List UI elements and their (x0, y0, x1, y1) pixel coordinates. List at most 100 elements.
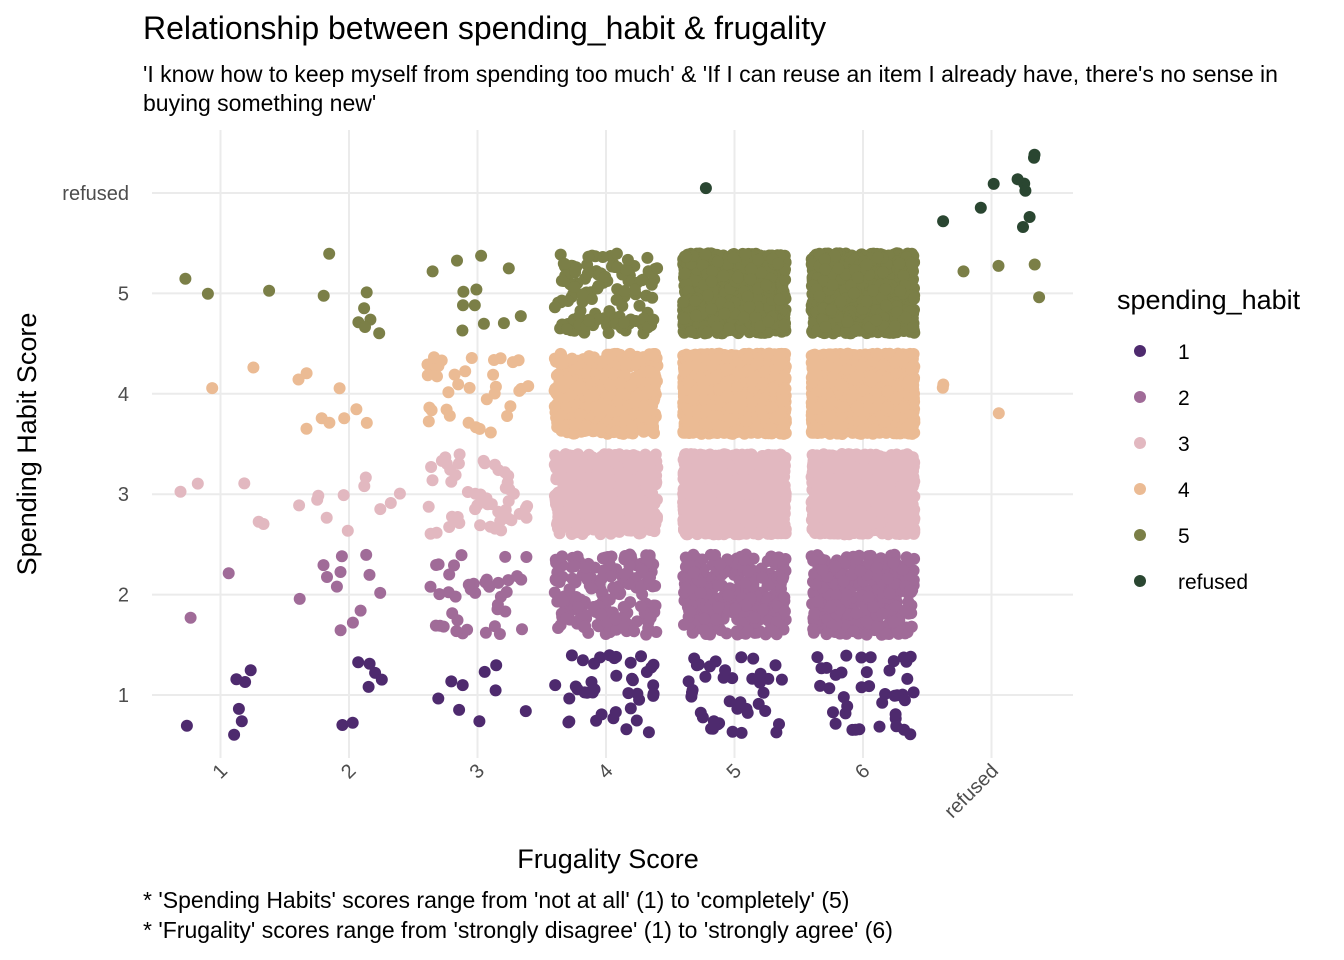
data-point (437, 620, 450, 633)
data-point (498, 466, 511, 479)
data-point (642, 726, 655, 739)
data-point (594, 528, 607, 541)
data-point (746, 672, 759, 685)
data-point (625, 422, 638, 435)
data-point (346, 616, 359, 629)
data-point (428, 351, 440, 364)
data-point (179, 272, 192, 285)
data-point (492, 576, 505, 589)
data-point (596, 355, 609, 368)
data-point (771, 551, 784, 564)
data-point (597, 476, 610, 489)
data-point (439, 451, 452, 464)
data-point (625, 516, 638, 529)
data-point (448, 559, 460, 572)
data-point (720, 449, 733, 462)
data-point (706, 482, 719, 495)
data-point (684, 605, 697, 618)
data-point (463, 381, 476, 394)
data-point (446, 510, 458, 523)
data-point (568, 281, 581, 293)
data-point (452, 457, 465, 470)
data-point (678, 618, 690, 631)
data-point (317, 559, 330, 572)
data-point (770, 726, 783, 739)
data-point (769, 659, 782, 672)
data-point (633, 693, 646, 706)
data-point (630, 450, 643, 463)
data-point (607, 712, 620, 725)
data-point (778, 591, 791, 604)
data-point (465, 352, 478, 364)
data-point (617, 601, 630, 613)
data-point (647, 454, 660, 466)
data-point (374, 503, 387, 516)
data-point (745, 474, 758, 487)
data-point (323, 247, 336, 260)
data-point (494, 515, 507, 527)
data-point (492, 505, 505, 518)
data-point (776, 573, 789, 586)
data-point (622, 687, 635, 700)
data-point (645, 661, 658, 674)
data-point (335, 550, 348, 563)
data-point (615, 387, 628, 400)
data-point (619, 550, 632, 562)
data-point (701, 455, 714, 468)
data-point (709, 523, 722, 536)
data-point (293, 499, 306, 512)
data-point (569, 265, 581, 278)
data-point (480, 393, 493, 406)
data-point (617, 620, 630, 633)
data-point (222, 567, 235, 580)
data-point (432, 558, 445, 571)
data-point (732, 527, 745, 540)
data-point (330, 580, 343, 593)
data-point (618, 316, 630, 329)
data-point (646, 487, 659, 500)
data-point (764, 487, 777, 500)
data-point (579, 620, 592, 633)
data-point (699, 670, 712, 683)
data-point (551, 416, 564, 428)
data-point (568, 418, 581, 431)
data-point (421, 369, 434, 382)
data-point (360, 286, 373, 299)
data-point (180, 719, 193, 732)
data-point (605, 570, 617, 583)
data-point (758, 511, 771, 524)
data-point (702, 468, 714, 481)
data-point (742, 624, 755, 637)
data-point (628, 625, 641, 638)
data-point (184, 611, 197, 624)
data-point (723, 695, 736, 708)
data-point (450, 625, 463, 638)
data-point (443, 568, 456, 581)
data-point (602, 466, 615, 479)
data-point (244, 664, 257, 677)
data-point (603, 305, 616, 318)
data-point (174, 485, 187, 498)
data-point (647, 679, 660, 692)
data-point (519, 705, 532, 718)
data-point (643, 348, 656, 361)
data-point (490, 659, 503, 672)
data-point (515, 382, 528, 395)
data-point (336, 719, 349, 731)
data-point (315, 412, 328, 425)
data-point (596, 368, 609, 381)
data-point (484, 426, 497, 439)
data-point (630, 714, 643, 727)
data-point (570, 519, 583, 532)
data-point (511, 570, 524, 583)
data-point (337, 489, 350, 502)
data-point (548, 586, 561, 599)
data-point (594, 514, 607, 527)
data-point (553, 576, 566, 588)
data-point (630, 373, 643, 386)
data-point (568, 560, 581, 573)
data-point (603, 379, 616, 392)
data-point (681, 450, 694, 463)
data-point (433, 588, 446, 601)
data-point (317, 289, 330, 302)
